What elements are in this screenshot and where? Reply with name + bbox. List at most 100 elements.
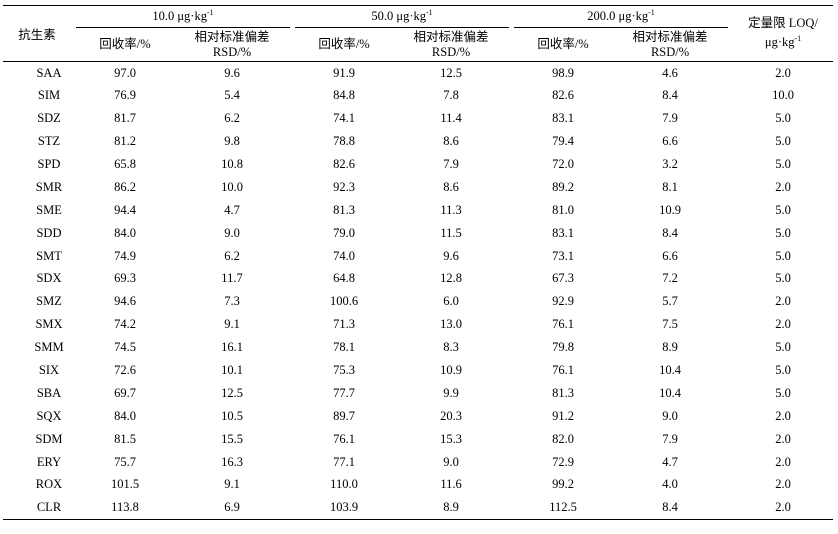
recovery-200: 83.1 (552, 225, 574, 240)
loq-value: 5.0 (775, 385, 791, 400)
recovery-50: 103.9 (295, 496, 394, 520)
table-row: SMR 86.2 10.0 92.3 8.6 89.2 8.1 2.0 (3, 176, 833, 199)
table-row: SDD 84.0 9.0 79.0 11.5 83.1 8.4 5.0 (3, 222, 833, 245)
loq-value: 2.0 (733, 496, 834, 520)
spacer-cell (509, 496, 515, 520)
group-header-50: 50.0 μg·kg-1 (295, 5, 510, 28)
rsd-10: 16.1 (221, 340, 243, 355)
recovery-10: 97.0 (114, 65, 136, 80)
recovery-50: 74.1 (333, 111, 355, 126)
loq-value: 2.0 (775, 408, 791, 423)
table-row: SPD 65.8 10.8 82.6 7.9 72.0 3.2 5.0 (3, 153, 833, 176)
recovery-200: 89.2 (552, 179, 574, 194)
rsd-50: 12.5 (440, 65, 462, 80)
rsd-200: 7.2 (662, 271, 678, 286)
recovery-200: 83.1 (552, 111, 574, 126)
rsd-label-line2: RSD/% (431, 44, 471, 59)
col-header-rsd-200: 相对标准偏差 RSD/% (612, 27, 729, 62)
rsd-200: 8.1 (662, 179, 678, 194)
recovery-50: 92.3 (333, 179, 355, 194)
rsd-10: 9.1 (224, 317, 240, 332)
rsd-50: 11.5 (440, 225, 462, 240)
rsd-50: 8.3 (443, 340, 459, 355)
recovery-200: 112.5 (514, 496, 613, 520)
antibiotic-name: SIM (37, 88, 61, 103)
recovery-50: 64.8 (333, 271, 355, 286)
rsd-200: 7.9 (662, 111, 678, 126)
recovery-10: 72.6 (114, 363, 136, 378)
loq-value: 2.0 (775, 431, 791, 446)
table-row: SMM 74.5 16.1 78.1 8.3 79.8 8.9 5.0 (3, 336, 833, 359)
loq-value: 5.0 (775, 134, 791, 149)
loq-value: 2.0 (775, 454, 791, 469)
rsd-50: 10.9 (440, 363, 462, 378)
antibiotic-name: CLR (3, 496, 71, 520)
recovery-50: 91.9 (333, 65, 355, 80)
recovery-label: 回收率/% (318, 37, 370, 51)
antibiotic-name: SQX (36, 408, 62, 423)
rsd-50: 7.8 (443, 88, 459, 103)
recovery-50: 77.7 (333, 385, 355, 400)
rsd-200: 8.9 (662, 340, 678, 355)
rsd-200: 9.0 (662, 408, 678, 423)
recovery-10: 94.6 (114, 294, 136, 309)
table-row: SIM 76.9 5.4 84.8 7.8 82.6 8.4 10.0 (3, 84, 833, 107)
antibiotic-name: SMM (34, 340, 64, 355)
header-group-row: 抗生素 10.0 μg·kg-1 50.0 μg·kg-1 200.0 μg·k… (3, 5, 834, 62)
recovery-10: 81.2 (114, 134, 136, 149)
rsd-200: 4.0 (662, 477, 678, 492)
rsd-200: 8.4 (662, 225, 678, 240)
spacer-cell (290, 496, 296, 520)
rsd-10: 10.1 (221, 363, 243, 378)
table-row: CLR 113.8 6.9 103.9 8.9 112.5 8.4 2.0 (3, 496, 834, 520)
loq-value: 10.0 (772, 88, 794, 103)
col-header-antibiotic: 抗生素 (3, 5, 71, 62)
loq-value: 5.0 (775, 340, 791, 355)
rsd-200: 10.4 (659, 363, 681, 378)
loq-value: 2.0 (775, 317, 791, 332)
rsd-200: 7.5 (662, 317, 678, 332)
antibiotic-name: SME (36, 202, 62, 217)
recovery-50: 82.6 (333, 157, 355, 171)
group-label-50: 50.0 μg·kg (371, 9, 426, 24)
rsd-200: 5.7 (662, 294, 678, 309)
recovery-50: 84.8 (333, 88, 355, 103)
antibiotic-name: SBA (36, 385, 62, 400)
rsd-label-line2: RSD/% (212, 44, 252, 59)
rsd-10: 15.5 (221, 431, 243, 446)
rsd-label-line1: 相对标准偏差 (632, 29, 708, 44)
recovery-10: 69.7 (114, 385, 136, 400)
rsd-10: 9.6 (224, 65, 240, 80)
rsd-50: 11.4 (440, 111, 462, 126)
antibiotic-name: SMR (35, 179, 63, 194)
rsd-50: 15.3 (440, 431, 462, 446)
recovery-50: 89.7 (333, 408, 355, 423)
loq-value: 5.0 (775, 271, 791, 286)
group-sup-10: -1 (206, 8, 214, 18)
recovery-50: 81.3 (333, 202, 355, 217)
loq-value: 5.0 (775, 157, 791, 171)
rsd-200: 6.6 (662, 134, 678, 149)
table-row: SMT 74.9 6.2 74.0 9.6 73.1 6.6 5.0 (3, 245, 833, 268)
col-header-recovery-200: 回收率/% (514, 27, 613, 62)
antibiotic-name: SDD (36, 225, 62, 240)
recovery-10: 76.9 (114, 88, 136, 103)
recovery-10: 74.9 (114, 248, 136, 263)
recovery-10: 84.0 (114, 408, 136, 423)
rsd-50: 6.0 (443, 294, 459, 309)
group-label-10: 10.0 μg·kg (152, 9, 207, 24)
rsd-50: 9.0 (443, 454, 459, 469)
table-row: SDM 81.5 15.5 76.1 15.3 82.0 7.9 2.0 (3, 428, 833, 451)
loq-label-line2: μg·kg (764, 35, 795, 50)
rsd-10: 9.1 (224, 477, 240, 492)
antibiotic-name: ERY (36, 454, 62, 469)
col-header-rsd-10: 相对标准偏差 RSD/% (174, 27, 291, 62)
recovery-10: 94.4 (114, 202, 136, 217)
loq-value: 5.0 (775, 363, 791, 378)
recovery-50: 79.0 (333, 225, 355, 240)
recovery-50: 71.3 (333, 317, 355, 332)
recovery-200: 92.9 (552, 294, 574, 309)
rsd-50: 20.3 (440, 408, 462, 423)
recovery-200: 76.1 (552, 317, 574, 332)
rsd-50: 8.6 (443, 134, 459, 149)
